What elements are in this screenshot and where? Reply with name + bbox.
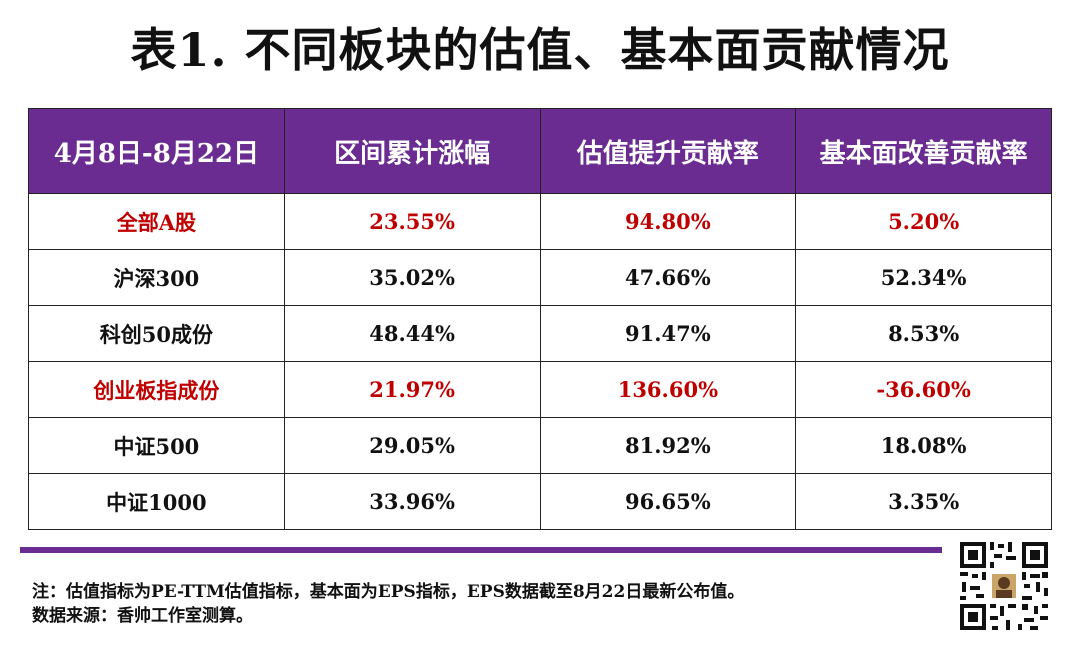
cell-fundamental-contribution: -36.60% [795, 361, 1052, 418]
table-row: 沪深300 35.02% 47.66% 52.34% [28, 249, 1052, 306]
cell-cumulative-return: 29.05% [283, 417, 541, 474]
cell-fundamental-contribution: 8.53% [795, 305, 1052, 362]
qr-code-icon [958, 540, 1050, 632]
cell-valuation-contribution: 94.80% [539, 193, 797, 250]
cell-cumulative-return: 23.55% [283, 193, 541, 250]
table-header-row: 4月8日-8月22日 区间累计涨幅 估值提升贡献率 基本面改善贡献率 [28, 108, 1052, 194]
cell-valuation-contribution: 136.60% [539, 361, 797, 418]
column-header-valuation-contribution: 估值提升贡献率 [539, 108, 797, 194]
cell-valuation-contribution: 81.92% [539, 417, 797, 474]
page-title: 表1. 不同板块的估值、基本面贡献情况 [130, 23, 950, 77]
cell-cumulative-return: 35.02% [283, 249, 541, 306]
cell-fundamental-contribution: 5.20% [795, 193, 1052, 250]
cell-fundamental-contribution: 3.35% [795, 473, 1052, 530]
footnotes: 注：估值指标为PE-TTM估值指标，基本面为EPS指标，EPS数据截至8月22日… [32, 580, 744, 628]
row-label: 沪深300 [28, 249, 285, 306]
column-header-fundamental-contribution: 基本面改善贡献率 [795, 108, 1052, 194]
cell-valuation-contribution: 96.65% [539, 473, 797, 530]
cell-cumulative-return: 33.96% [283, 473, 541, 530]
table-row: 中证1000 33.96% 96.65% 3.35% [28, 473, 1052, 530]
cell-fundamental-contribution: 52.34% [795, 249, 1052, 306]
cell-valuation-contribution: 47.66% [539, 249, 797, 306]
table-row: 中证500 29.05% 81.92% 18.08% [28, 417, 1052, 474]
cell-valuation-contribution: 91.47% [539, 305, 797, 362]
cell-cumulative-return: 48.44% [283, 305, 541, 362]
row-label: 中证1000 [28, 473, 285, 530]
row-label: 中证500 [28, 417, 285, 474]
column-header-cumulative-return: 区间累计涨幅 [283, 108, 541, 194]
footnote-methodology: 注：估值指标为PE-TTM估值指标，基本面为EPS指标，EPS数据截至8月22日… [32, 582, 745, 602]
cell-fundamental-contribution: 18.08% [795, 417, 1052, 474]
table-row: 科创50成份 48.44% 91.47% 8.53% [28, 305, 1052, 362]
footer-divider [20, 547, 942, 553]
row-label: 科创50成份 [28, 305, 285, 362]
cell-cumulative-return: 21.97% [283, 361, 541, 418]
table-row: 全部A股 23.55% 94.80% 5.20% [28, 193, 1052, 250]
footnote-source: 数据来源：香帅工作室测算。 [32, 606, 253, 626]
row-label: 全部A股 [28, 193, 285, 250]
row-label: 创业板指成份 [28, 361, 285, 418]
column-header-period: 4月8日-8月22日 [28, 108, 285, 194]
table-row: 创业板指成份 21.97% 136.60% -36.60% [28, 361, 1052, 418]
data-table: 4月8日-8月22日 区间累计涨幅 估值提升贡献率 基本面改善贡献率 全部A股 … [28, 108, 1052, 530]
